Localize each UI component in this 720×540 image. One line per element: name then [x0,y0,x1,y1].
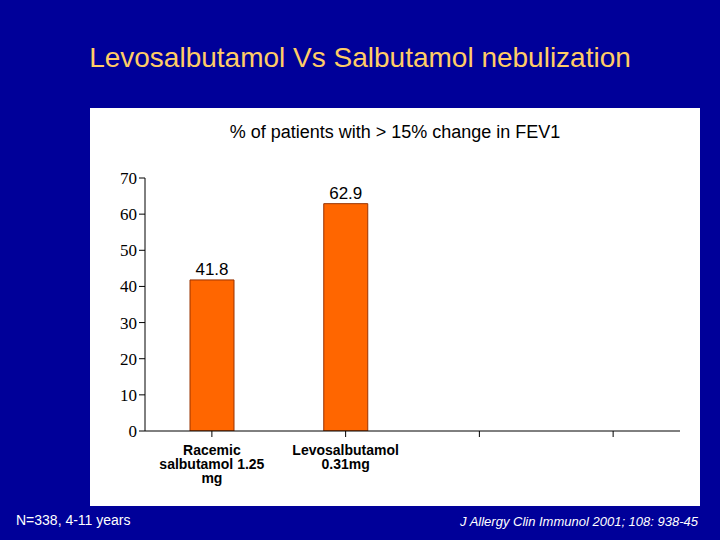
svg-text:20: 20 [120,350,137,369]
svg-text:30: 30 [120,314,137,333]
html-text:Levosalbutamol Vs Salbutamol n: Levosalbutamol Vs Salbutamol nebulizatio… [89,42,631,73]
svg-text:Levosalbutamol0.31mg: Levosalbutamol0.31mg [292,442,399,472]
svg-text:70: 70 [120,169,137,188]
svg-text:40: 40 [120,277,137,296]
html-text:J Allergy Clin Immunol 2001; 1: J Allergy Clin Immunol 2001; 108: 938-45 [460,514,698,529]
svg-text:60: 60 [120,205,137,224]
svg-text:Racemicsalbutamol 1.25mg: Racemicsalbutamol 1.25mg [159,442,264,486]
svg-text:41.8: 41.8 [195,260,228,279]
html-text:% of patients with > 15% chang: % of patients with > 15% change in FEV1 [229,122,561,142]
svg-text:10: 10 [120,386,137,405]
svg-text:0: 0 [129,422,138,441]
svg-text:50: 50 [120,241,137,260]
svg-text:62.9: 62.9 [329,184,362,203]
html-text:N=338, 4-11 years: N=338, 4-11 years [16,512,131,528]
